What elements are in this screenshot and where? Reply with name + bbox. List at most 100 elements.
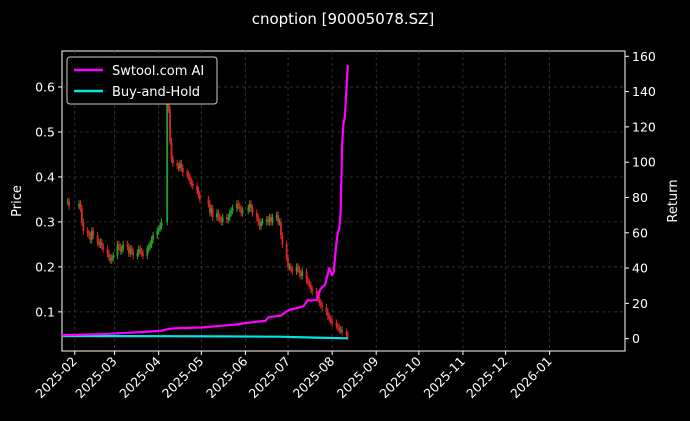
candle-body [66,201,69,203]
y-left-tick-label: 0.3 [35,214,55,229]
candle-body [315,291,318,294]
candle-body [147,246,150,249]
candle-body [307,280,309,283]
candle-body [230,210,233,213]
candle-body [100,242,103,247]
candle-body [216,212,218,218]
candle-body [126,244,129,247]
candle-body [159,226,161,229]
candle-body [96,235,99,243]
series-line [61,334,348,340]
candle-body [98,242,100,245]
candle-body [297,266,299,270]
candle-body [277,215,280,222]
candle-body [160,221,163,227]
candle-body [250,203,252,209]
candle-body [152,235,154,240]
candle-body [281,235,284,245]
candle-body [139,248,142,252]
candle-body [240,208,243,213]
legend-box [66,56,218,105]
candle-body [68,201,71,207]
candle-body [308,282,311,285]
series-line [61,65,349,337]
candle-body [318,298,321,303]
candle-body [267,219,270,222]
candle-body [295,266,298,272]
candle-body [226,217,228,220]
legend: Swtool.com AI Buy-and-Hold [66,56,218,105]
candle-body [319,302,322,306]
candle-body [211,208,214,218]
candle-body [291,269,294,272]
candle-body [289,266,292,270]
candle-body [86,230,89,234]
candle-body [329,318,332,321]
candle-body [181,167,184,173]
candle-body [228,212,231,218]
candle-body [170,140,173,159]
candle-body [235,203,238,209]
candle-body [102,246,105,249]
candle-body [88,233,90,236]
candle-body [299,273,302,276]
y-left-axis: 0.1 0.2 0.3 0.4 0.5 0.6 [35,79,62,319]
price-candles [66,83,349,341]
candle-body [251,208,254,213]
candle-body [89,235,92,240]
candle-body [220,219,223,222]
candle-body [199,194,201,200]
candle-body [177,165,180,168]
candle-body [301,271,304,276]
candle-body [137,248,140,254]
candle-body [92,230,95,236]
candle-body [346,334,349,337]
candle-body [261,221,264,223]
candle-body [189,176,191,182]
y-right-tick-label: 140 [632,84,656,99]
candle-body [156,230,159,236]
candle-body [275,215,278,218]
candle-body [179,163,181,168]
candle-body [248,203,251,209]
candle-body [166,86,169,222]
candle-body [127,246,130,254]
y-left-tick-label: 0.4 [35,169,55,184]
candle-body [336,325,339,328]
candle-body [157,228,160,231]
candle-body [338,327,341,330]
y-left-axis-label: Price [10,185,25,217]
candle-body [132,251,134,256]
candle-body [257,217,260,222]
candle-body [129,248,132,254]
y-right-tick-label: 60 [632,225,648,240]
candle-body [82,221,85,231]
candle-body [180,163,183,168]
candle-body [328,316,331,319]
x-tick-label: 2025-09 [334,353,382,401]
candle-body [112,255,115,258]
y-left-tick-label: 0.1 [35,304,55,319]
candle-body [109,257,112,261]
x-tick-label: 2025-07 [246,354,294,402]
candle-body [278,221,281,223]
candle-body [345,332,348,335]
candle-body [150,239,153,245]
candle-body [142,253,144,256]
legend-label-ai: Swtool.com AI [112,64,204,79]
candle-body [149,244,152,247]
candle-body [309,284,312,290]
candle-body [268,217,271,222]
candle-body [325,307,328,312]
candle-body [146,248,149,256]
candle-body [186,172,189,175]
x-tick-label: 2025-04 [116,353,164,401]
candle-body [288,266,291,268]
candle-body [207,199,210,204]
candle-body [169,109,171,141]
legend-label-bh: Buy-and-Hold [112,85,200,100]
candle-body [238,206,241,209]
candle-body [196,185,198,191]
candle-body [106,248,109,254]
